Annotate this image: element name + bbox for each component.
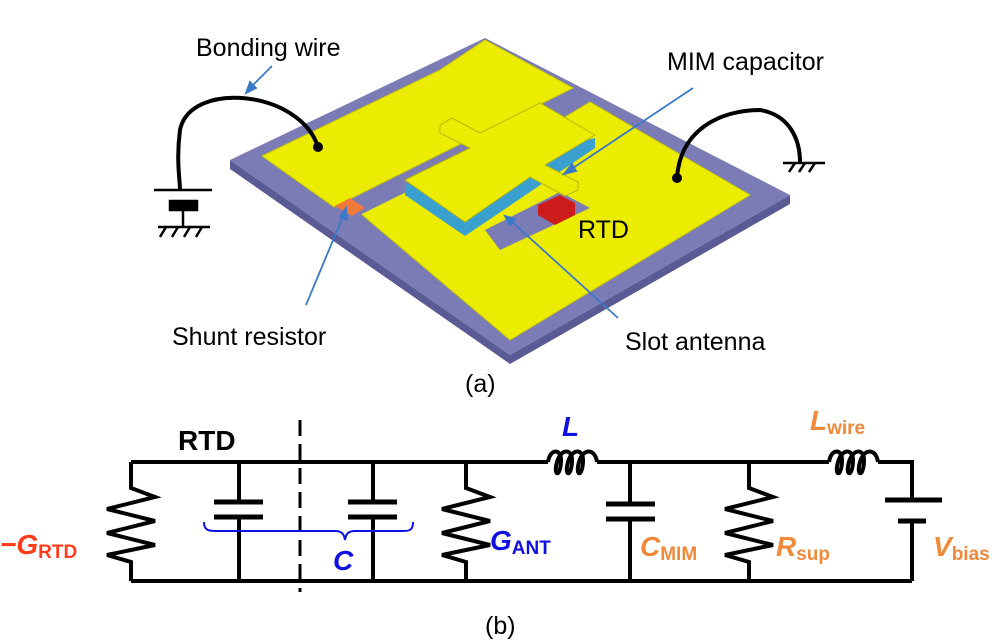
rtd-mesa bbox=[538, 195, 575, 225]
battery-ground-symbol bbox=[154, 188, 212, 238]
resistor-g-rtd bbox=[106, 462, 162, 581]
equivalent-circuit: RTD −GRTD C GANT L Lwire CMIM Rsup Vbias… bbox=[0, 405, 990, 640]
wire-bond-right bbox=[672, 173, 682, 183]
label-shunt-resistor: Shunt resistor bbox=[172, 323, 326, 351]
label-mim-capacitor: MIM capacitor bbox=[667, 48, 824, 76]
inductor-l bbox=[546, 449, 599, 476]
label-v-bias: Vbias bbox=[933, 531, 990, 565]
metal-pad-upper bbox=[261, 39, 575, 208]
label-l: L bbox=[562, 411, 579, 442]
label-r-sup: Rsup bbox=[776, 531, 830, 565]
label-g-ant: GANT bbox=[490, 525, 551, 559]
circuit-wires bbox=[106, 460, 914, 583]
label-l-wire: Lwire bbox=[810, 405, 865, 439]
label-slot-antenna: Slot antenna bbox=[625, 328, 765, 356]
bonding-wire-left bbox=[176, 95, 320, 191]
caption-a: (a) bbox=[465, 370, 496, 398]
annotation-arrows bbox=[244, 65, 694, 319]
inductor-l-wire bbox=[827, 449, 880, 476]
label-c-mim: CMIM bbox=[640, 531, 697, 565]
substrate-side bbox=[230, 160, 790, 364]
shunt-resistor bbox=[335, 198, 365, 216]
device-3d-view: Bonding wire MIM capacitor RTD Shunt res… bbox=[154, 34, 825, 398]
resistor-r-sup bbox=[724, 462, 780, 581]
label-c: C bbox=[333, 545, 354, 576]
label-g-rtd: −GRTD bbox=[0, 529, 77, 563]
mim-top-plate bbox=[404, 102, 596, 223]
label-rtd-circuit: RTD bbox=[178, 425, 236, 456]
label-bonding-wire: Bonding wire bbox=[196, 34, 341, 62]
caption-b: (b) bbox=[485, 612, 516, 640]
ground-symbol-right bbox=[783, 161, 825, 173]
label-rtd: RTD bbox=[578, 216, 629, 244]
capacitor-plates bbox=[214, 497, 942, 524]
capacitance-brace bbox=[203, 521, 414, 541]
resistor-g-ant bbox=[441, 462, 497, 581]
bonding-wire-right bbox=[675, 107, 802, 179]
wire-bond-left bbox=[313, 142, 323, 152]
